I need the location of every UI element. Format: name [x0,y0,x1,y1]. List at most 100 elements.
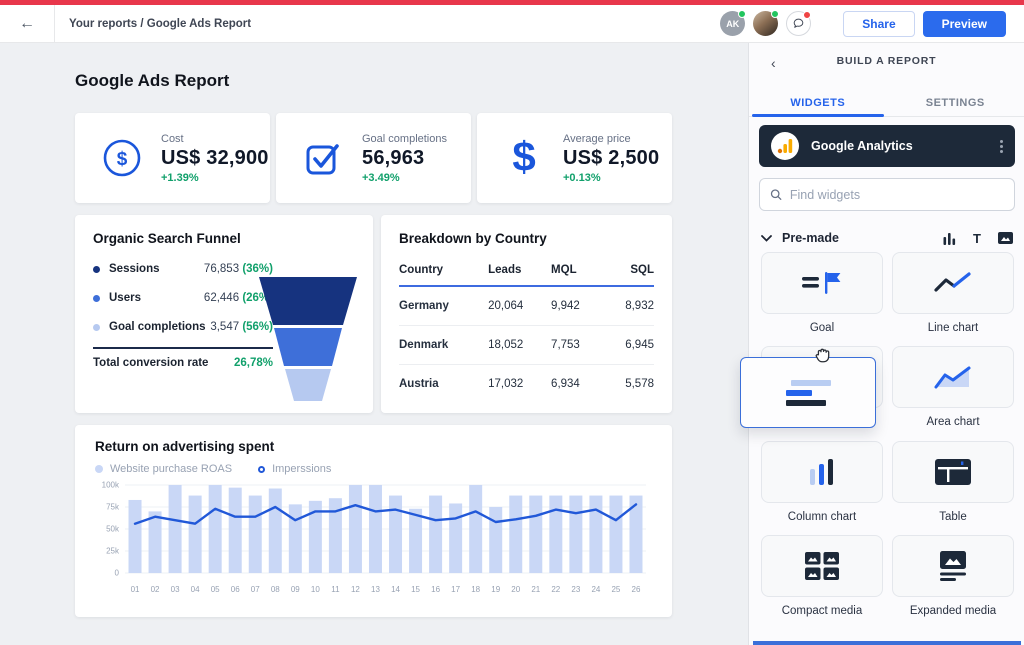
kebab-menu-icon[interactable] [1000,139,1003,153]
build-report-sidebar: ‹ BUILD A REPORT WIDGETS SETTINGS Google… [748,43,1024,645]
share-button[interactable]: Share [843,10,915,37]
funnel-row-goal-completions: Goal completions 3,547 (56%) [93,321,273,333]
media-filter-icon[interactable] [998,232,1013,244]
svg-text:14: 14 [391,585,400,594]
tab-widgets[interactable]: WIDGETS [749,91,887,117]
dragged-widget-card[interactable] [740,357,876,428]
widget-table[interactable]: Table [892,441,1014,523]
collapse-sidebar-icon[interactable]: ‹ [771,55,776,71]
widget-label: Column chart [787,511,857,523]
svg-text:13: 13 [371,585,380,594]
breadcrumb: Your reports / Google Ads Report [69,17,252,30]
dollar-icon: $ [501,135,547,181]
svg-text:26: 26 [632,585,641,594]
svg-text:08: 08 [271,585,280,594]
svg-text:04: 04 [191,585,200,594]
chart-filter-icon[interactable] [943,232,956,245]
text-filter-icon[interactable]: T [973,230,981,246]
avatar[interactable] [753,10,780,36]
page-title: Google Ads Report [75,71,230,90]
sidebar-header: ‹ BUILD A REPORT [749,55,1024,75]
svg-text:$: $ [117,149,128,170]
svg-text:12: 12 [351,585,360,594]
roas-chart-widget[interactable]: Return on advertising spent Website purc… [75,425,672,617]
kpi-value: US$ 2,500 [563,146,660,169]
preview-button[interactable]: Preview [922,10,1006,37]
chart-legend: Website purchase ROAS Imperssions [95,463,652,475]
widget-label: Table [939,511,967,523]
svg-text:01: 01 [131,585,140,594]
back-button[interactable]: ← [0,5,55,42]
sidebar-bottom-accent [753,641,1021,645]
notification-dot [803,11,812,19]
bar-chart-icon [785,379,831,406]
chevron-down-icon[interactable] [761,234,772,242]
widget-column-chart[interactable]: Column chart [761,441,883,523]
country-table-widget[interactable]: Breakdown by Country Country Leads MQL S… [381,215,672,413]
top-accent-strip [0,0,1024,5]
widget-goal[interactable]: Goal [761,252,883,334]
widget-compact-media[interactable]: Compact media [761,535,883,617]
svg-text:17: 17 [451,585,460,594]
col-header-leads[interactable]: Leads [488,256,552,287]
kpi-text: Goal completions 56,963 +3.49% [362,133,447,184]
svg-text:09: 09 [291,585,300,594]
table-header-row: Country Leads MQL SQL [399,256,654,287]
col-header-sql[interactable]: SQL [602,256,654,287]
total-label: Total conversion rate [93,357,209,369]
kpi-value: US$ 32,900 [161,146,269,169]
svg-text:20: 20 [511,585,520,594]
data-source-name: Google Analytics [811,139,913,153]
widget-type-filters: T [943,231,1013,246]
online-status-dot [738,10,747,18]
avatar[interactable]: AK [720,10,747,36]
search-input[interactable] [789,187,1004,202]
svg-text:22: 22 [551,585,560,594]
top-bar: ← Your reports / Google Ads Report AK Sh… [0,5,1024,43]
funnel-row-value: 76,853 (36%) [203,263,273,275]
search-icon [770,189,782,200]
col-header-country[interactable]: Country [399,256,489,287]
tab-settings[interactable]: SETTINGS [925,97,985,109]
kpi-label: Goal completions [362,132,447,145]
roas-legend-dot [95,465,103,473]
svg-text:50k: 50k [106,525,120,534]
svg-text:18: 18 [471,585,480,594]
col-header-mql[interactable]: MQL [551,256,603,287]
data-source-card[interactable]: Google Analytics [759,125,1015,167]
widget-area-chart[interactable]: Area chart [892,346,1014,428]
kpi-card-goal-completions[interactable]: Goal completions 56,963 +3.49% [276,113,471,203]
google-analytics-icon [771,132,799,160]
column-chart-icon [810,459,833,485]
kpi-card-average-price[interactable]: $ Average price US$ 2,500 +0.13% [477,113,672,203]
table-row: Germany 20,064 9,942 8,932 [399,286,654,326]
table-row: Austria 17,032 6,934 5,578 [399,378,654,390]
widget-label: Line chart [927,322,979,334]
legend-item-impressions[interactable]: Imperssions [258,463,331,475]
country-table: Country Leads MQL SQL Germany 20,064 9,9… [399,256,654,403]
expanded-media-icon [940,551,966,581]
funnel-widget[interactable]: Organic Search Funnel Sessions 76,853 (3… [75,215,373,413]
svg-text:100k: 100k [102,481,120,490]
widget-search[interactable] [759,178,1015,211]
report-canvas: Google Ads Report $ Cost US$ 32,900 +1.3… [0,43,748,645]
kpi-delta: +1.39% [161,171,199,184]
widget-label: Area chart [926,416,980,428]
comments-button[interactable] [786,11,812,36]
funnel-row-sessions: Sessions 76,853 (36%) [93,263,273,275]
widget-title: Breakdown by Country [399,231,547,246]
widget-label: Goal [809,322,835,334]
impressions-legend-dot [258,465,266,473]
legend-label: Website purchase ROAS [110,463,233,475]
kpi-card-cost[interactable]: $ Cost US$ 32,900 +1.39% [75,113,270,203]
widget-expanded-media[interactable]: Expanded media [892,535,1014,617]
section-label: Pre-made [782,231,839,245]
sessions-dot [93,265,100,273]
svg-text:25k: 25k [106,547,120,556]
funnel-chart [259,277,357,401]
svg-text:15: 15 [411,585,420,594]
legend-item-roas[interactable]: Website purchase ROAS [95,463,232,475]
grab-cursor-icon [815,348,830,363]
widget-line-chart[interactable]: Line chart [892,252,1014,334]
svg-text:03: 03 [171,585,180,594]
